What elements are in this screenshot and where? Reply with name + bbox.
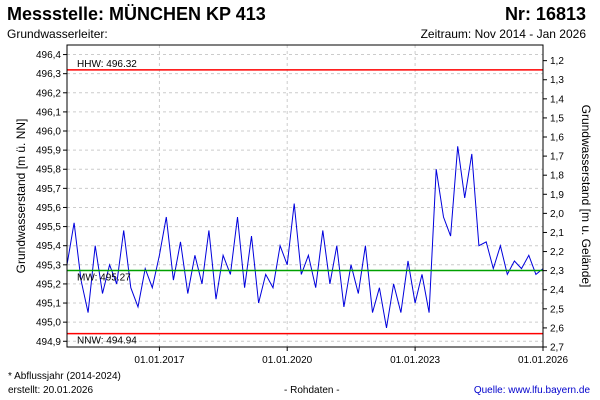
y-right-axis-title: Grundwasserstand [m u. Gelände] (579, 105, 593, 288)
y-right-tick-label: 2,3 (550, 266, 564, 277)
y-right-tick-label: 1,5 (550, 113, 564, 124)
y-axis-title: Grundwasserstand [m ü. NN] (14, 119, 28, 274)
y-tick-label: 496,2 (36, 88, 61, 99)
y-tick-label: 495,3 (36, 260, 61, 271)
y-right-tick-label: 1,4 (550, 94, 564, 105)
y-right-tick-label: 1,3 (550, 75, 564, 86)
x-tick-label: 01.01.2017 (134, 355, 184, 366)
y-tick-label: 496,4 (36, 50, 61, 61)
y-tick-label: 495,0 (36, 318, 61, 329)
nnw-label: NNW: 494.94 (77, 336, 137, 347)
mw-label: MW: 495.27 (77, 273, 131, 284)
y-right-tick-label: 1,9 (550, 190, 564, 201)
y-tick-label: 496,1 (36, 107, 61, 118)
y-right-tick-label: 2,4 (550, 285, 564, 296)
y-tick-label: 494,9 (36, 337, 61, 348)
plot-frame (66, 44, 544, 348)
period-label: Zeitraum: Nov 2014 - Jan 2026 (420, 27, 586, 41)
y-right-tick-label: 1,8 (550, 171, 564, 182)
y-right-tick-label: 1,6 (550, 133, 564, 144)
raw-data-label: - Rohdaten - (284, 385, 340, 396)
y-right-tick-label: 2,2 (550, 247, 564, 258)
y-tick-label: 495,2 (36, 279, 61, 290)
y-tick-label: 496,3 (36, 69, 61, 80)
station-number: Nr: 16813 (504, 4, 586, 24)
y-right-tick-label: 2,1 (550, 228, 564, 239)
y-tick-label: 495,7 (36, 184, 61, 195)
y-right-tick-label: 2,6 (550, 323, 564, 334)
source-link[interactable]: Quelle: www.lfu.bayern.de (473, 385, 590, 396)
station-title: Messstelle: MÜNCHEN KP 413 (7, 4, 266, 24)
x-tick-label: 01.01.2020 (262, 355, 312, 366)
x-tick-label: 01.01.2026 (518, 355, 568, 366)
groundwater-level-line (66, 146, 544, 328)
y-tick-label: 496,0 (36, 127, 61, 138)
y-tick-label: 495,6 (36, 203, 61, 214)
y-right-tick-label: 1,7 (550, 152, 564, 163)
aquifer-label: Grundwasserleiter: (7, 27, 108, 41)
x-tick-label: 01.01.2023 (390, 355, 440, 366)
y-right-tick-label: 2,0 (550, 209, 564, 220)
hhw-label: HHW: 496.32 (77, 59, 137, 70)
y-right-tick-label: 2,7 (550, 343, 564, 354)
y-tick-label: 495,8 (36, 165, 61, 176)
hydro-year-note: * Abflussjahr (2014-2024) (8, 371, 121, 382)
y-tick-label: 495,5 (36, 222, 61, 233)
y-tick-label: 495,9 (36, 146, 61, 157)
created-date: erstellt: 20.01.2026 (8, 385, 94, 396)
y-tick-label: 495,1 (36, 299, 61, 310)
y-right-tick-label: 2,5 (550, 304, 564, 315)
y-tick-label: 495,4 (36, 241, 61, 252)
y-right-tick-label: 1,2 (550, 56, 564, 67)
